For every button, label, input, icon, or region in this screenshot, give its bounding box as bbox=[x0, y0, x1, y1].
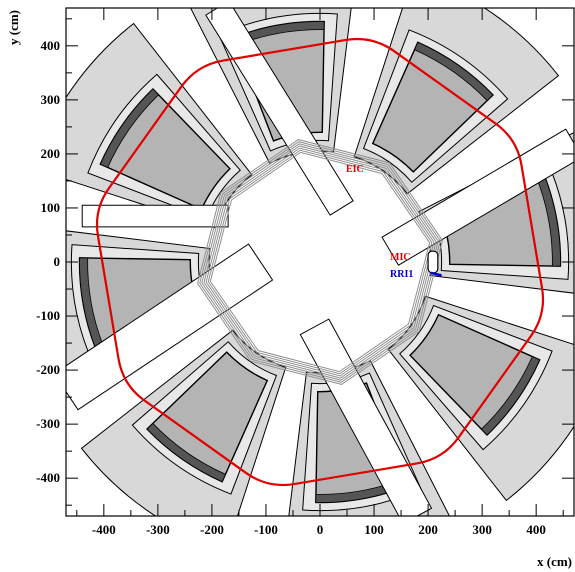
magnet-coil bbox=[146, 422, 227, 483]
rri1-marker bbox=[430, 271, 442, 277]
injection-magnet bbox=[427, 250, 439, 274]
beamline-corridor bbox=[381, 128, 574, 266]
mic-ring-loop bbox=[205, 147, 435, 377]
x-tick-label: 0 bbox=[317, 522, 324, 537]
beamline-corridor bbox=[81, 204, 229, 228]
mic-ring bbox=[197, 139, 443, 385]
mic-ring-loop bbox=[199, 141, 441, 383]
mic-label: MIC bbox=[390, 252, 411, 263]
magnet-coil bbox=[480, 355, 541, 436]
mic-ring-loop bbox=[201, 143, 439, 381]
x-tick-label: -100 bbox=[254, 522, 278, 537]
y-tick-label: -300 bbox=[36, 416, 60, 431]
x-tick-label: 200 bbox=[418, 522, 438, 537]
eic-label: EIC bbox=[346, 164, 364, 175]
x-axis-title: x (cm) bbox=[537, 554, 572, 569]
magnet-coil bbox=[413, 41, 494, 102]
y-tick-label: 200 bbox=[41, 146, 61, 161]
y-tick-label: 100 bbox=[41, 200, 61, 215]
eic-ring-orbit bbox=[95, 37, 545, 487]
mic-ring-loop bbox=[203, 145, 437, 379]
rri1-label: RRI1 bbox=[390, 269, 413, 280]
magnet-coil bbox=[99, 88, 160, 169]
x-tick-label: -200 bbox=[200, 522, 224, 537]
x-tick-label: 400 bbox=[526, 522, 546, 537]
mic-ring-loop bbox=[197, 139, 443, 385]
y-tick-label: -200 bbox=[36, 362, 60, 377]
y-tick-label: -400 bbox=[36, 470, 60, 485]
beamline-corridor bbox=[205, 8, 354, 216]
y-tick-label: 300 bbox=[41, 92, 61, 107]
mic-ring-loop bbox=[209, 151, 431, 373]
mic-ring-loop bbox=[207, 149, 433, 375]
dipole-magnets bbox=[66, 8, 574, 516]
x-axis-ticks: -400 -300 -200 -100 0 100 200 300 400 bbox=[76, 8, 564, 537]
y-axis-ticks: -400 -300 -200 -100 0 100 200 300 400 bbox=[36, 18, 574, 506]
y-tick-label: 0 bbox=[54, 254, 61, 269]
x-tick-label: -400 bbox=[92, 522, 116, 537]
y-axis-title: y (cm) bbox=[6, 10, 21, 45]
y-tick-label: -100 bbox=[36, 308, 60, 323]
x-tick-label: -300 bbox=[146, 522, 170, 537]
y-tick-label: 400 bbox=[41, 38, 61, 53]
beamline-corridor bbox=[66, 243, 274, 411]
x-tick-label: 100 bbox=[364, 522, 384, 537]
x-tick-label: 300 bbox=[472, 522, 492, 537]
